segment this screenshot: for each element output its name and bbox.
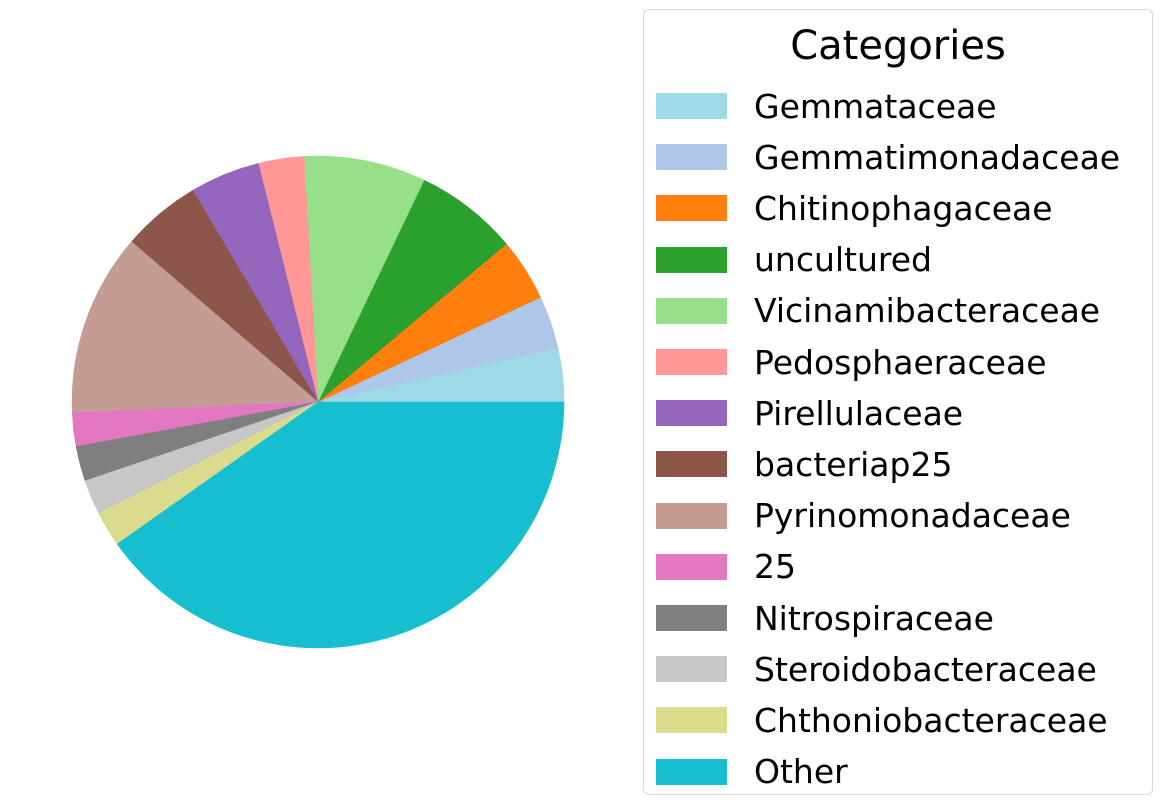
legend-label: Chthoniobacteraceae — [754, 700, 1108, 740]
legend-swatch — [656, 297, 727, 324]
legend-label: Pyrinomonadaceae — [754, 496, 1071, 536]
legend-entry: uncultured — [656, 240, 932, 280]
legend-entry: Chitinophagaceae — [656, 188, 1053, 228]
legend-label: Gemmatimonadaceae — [754, 137, 1121, 177]
legend-entry: Nitrospiraceae — [656, 598, 994, 638]
legend-entry: Chthoniobacteraceae — [656, 700, 1108, 740]
legend-swatch — [656, 246, 727, 273]
legend-label: 25 — [754, 547, 796, 587]
legend-swatch — [656, 605, 727, 631]
legend-entry: Pyrinomonadaceae — [656, 496, 1071, 536]
legend-entry: bacteriap25 — [656, 444, 952, 484]
legend-label: Pedosphaeraceae — [754, 342, 1047, 382]
legend-entry: Vicinamibacteraceae — [656, 291, 1100, 331]
legend-swatch — [656, 758, 727, 785]
legend-swatch — [656, 502, 727, 529]
legend-label: Chitinophagaceae — [754, 188, 1053, 228]
pie-slice-other — [116, 401, 565, 649]
legend-entry: Gemmataceae — [656, 86, 997, 126]
legend-entry: 25 — [656, 547, 796, 587]
legend-swatch — [656, 349, 727, 375]
legend-swatch — [656, 195, 727, 222]
legend-swatch — [656, 451, 727, 478]
legend-entry: Other — [656, 752, 848, 792]
legend-label: Other — [754, 752, 848, 792]
legend-title: Categories — [790, 23, 1006, 69]
legend-swatch — [656, 656, 727, 683]
legend-label: Vicinamibacteraceae — [754, 291, 1101, 331]
legend-swatch — [656, 553, 727, 580]
legend-label: Pirellulaceae — [754, 393, 964, 433]
legend-entry: Pedosphaeraceae — [656, 342, 1047, 382]
pie-slice-vicinamibacteraceae — [303, 155, 425, 403]
legend-label: uncultured — [754, 240, 933, 280]
legend-label: bacteriap25 — [754, 444, 953, 484]
legend-label: Gemmataceae — [754, 86, 997, 126]
legend: Categories Gemmataceae Gemmatimonadaceae C… — [643, 9, 1153, 795]
legend-swatch — [656, 144, 727, 171]
legend-swatch — [656, 707, 727, 734]
legend-entry: Steroidobacteraceae — [656, 649, 1097, 689]
legend-entry: Pirellulaceae — [656, 393, 963, 433]
legend-swatch — [656, 400, 727, 427]
legend-entry: Gemmatimonadaceae — [656, 137, 1120, 177]
legend-label: Nitrospiraceae — [754, 598, 994, 638]
pie-slice-uncultured — [317, 179, 507, 403]
pie-chart — [71, 155, 565, 649]
pie-slice-pyrinomonadaceae — [71, 241, 319, 414]
legend-label: Steroidobacteraceae — [754, 649, 1097, 689]
legend-swatch — [656, 93, 727, 119]
